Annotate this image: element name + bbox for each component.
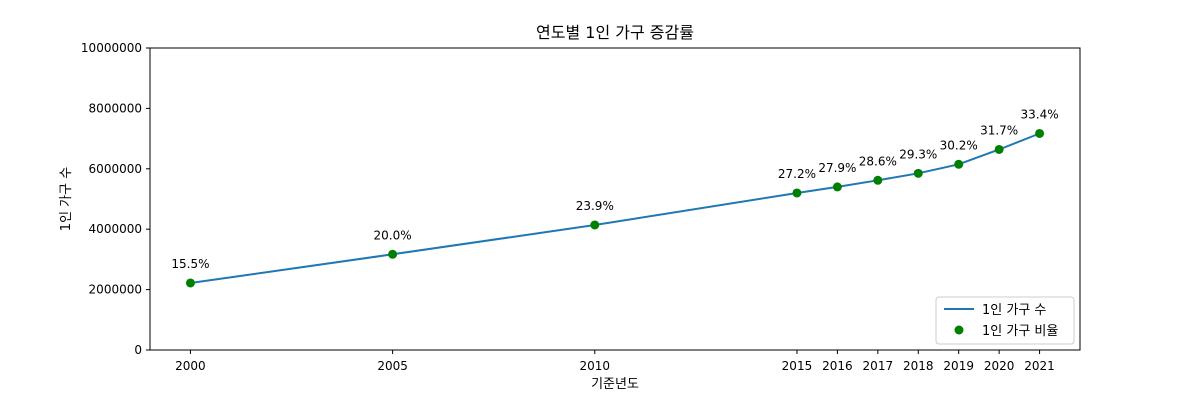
y-tick-label: 10000000 <box>81 41 142 55</box>
data-label: 29.3% <box>899 147 937 161</box>
scatter-point <box>995 145 1004 154</box>
x-tick-label: 2016 <box>822 359 853 373</box>
legend-scatter-swatch <box>955 326 964 335</box>
data-label: 31.7% <box>980 123 1018 137</box>
legend-label-scatter: 1인 가구 비율 <box>982 324 1058 339</box>
x-tick-label: 2019 <box>943 359 974 373</box>
data-label: 20.0% <box>374 228 412 242</box>
x-tick-label: 2018 <box>903 359 934 373</box>
data-label: 27.9% <box>818 161 856 175</box>
y-axis-label: 1인 가구 수 <box>59 167 74 231</box>
data-label: 23.9% <box>576 199 614 213</box>
x-axis-label: 기준년도 <box>591 377 639 392</box>
legend: 1인 가구 수 1인 가구 비율 <box>936 297 1074 344</box>
scatter-point <box>833 182 842 191</box>
x-tick-label: 2017 <box>863 359 894 373</box>
data-label: 27.2% <box>778 167 816 181</box>
scatter-point <box>1035 129 1044 138</box>
y-tick-label: 4000000 <box>89 222 142 236</box>
scatter-point <box>590 220 599 229</box>
x-tick-label: 2020 <box>984 359 1015 373</box>
x-tick-label: 2005 <box>377 359 408 373</box>
legend-label-line: 1인 가구 수 <box>982 303 1046 318</box>
x-tick-label: 2000 <box>175 359 206 373</box>
chart-title: 연도별 1인 가구 증감률 <box>536 23 694 42</box>
scatter-point <box>914 169 923 178</box>
scatter-point <box>954 160 963 169</box>
scatter-point <box>388 250 397 259</box>
y-tick-label: 0 <box>134 343 142 357</box>
data-label: 15.5% <box>171 257 209 271</box>
y-tick-label: 8000000 <box>89 101 142 115</box>
data-label: 33.4% <box>1021 107 1059 121</box>
y-tick-label: 2000000 <box>89 283 142 297</box>
scatter-point <box>873 176 882 185</box>
x-tick-label: 2015 <box>782 359 813 373</box>
data-label: 28.6% <box>859 154 897 168</box>
scatter-point <box>792 188 801 197</box>
data-label: 30.2% <box>940 138 978 152</box>
y-tick-label: 6000000 <box>89 162 142 176</box>
scatter-point <box>186 278 195 287</box>
x-tick-label: 2010 <box>580 359 611 373</box>
x-tick-label: 2021 <box>1024 359 1055 373</box>
